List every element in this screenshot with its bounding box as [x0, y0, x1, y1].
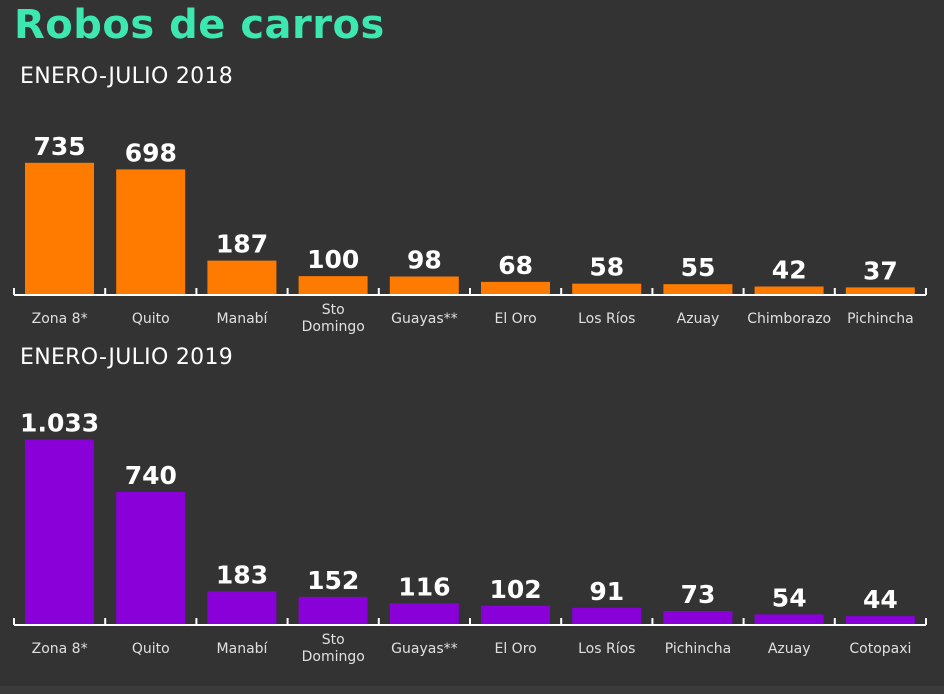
chart-2018-bar — [845, 287, 915, 294]
chart-2019-category-label: Cotopaxi — [849, 641, 911, 657]
chart-2019: 1.033 Zona 8* 740 Quito 183 Manabí 152 Sto Domin… — [0, 380, 944, 680]
chart-2018-value-label: 68 — [498, 251, 533, 280]
chart-2019-bar — [845, 616, 915, 624]
chart-2018-value-label: 55 — [681, 253, 716, 282]
chart-2019-bar — [207, 591, 277, 624]
chart-2019-value-label: 102 — [490, 575, 542, 604]
chart-2018-bar — [207, 260, 277, 294]
chart-2019-value-label: 73 — [681, 580, 716, 609]
chart-2018-bar — [389, 276, 459, 294]
page-title: Robos de carros — [14, 2, 385, 48]
chart-2018-value-label: 698 — [125, 138, 177, 167]
chart-2018-value-label: 58 — [589, 253, 624, 282]
chart-2018-value-label: 735 — [34, 132, 86, 161]
chart-2019-category-label: El Oro — [494, 641, 536, 657]
chart-2019-value-label: 183 — [216, 560, 268, 589]
chart-2018-category-label: Pichincha — [847, 311, 914, 327]
chart-2018-bar — [298, 276, 368, 294]
chart-2018-category-label: Azuay — [677, 311, 720, 327]
chart-2018-bar — [116, 169, 186, 294]
chart-2019-category-label: Pichincha — [665, 641, 732, 657]
chart-2018-category-label: Los Ríos — [578, 311, 635, 327]
chart-2018-category-label: Chimborazo — [747, 311, 831, 327]
chart-2019-value-label: 116 — [398, 572, 450, 601]
chart-2018-value-label: 187 — [216, 230, 268, 259]
chart-2019-bar — [663, 610, 733, 624]
chart-2019-value-label: 44 — [863, 585, 898, 614]
chart-2018-category-label: Quito — [132, 311, 170, 327]
chart-2019-bar — [481, 605, 550, 624]
chart-2019-value-label: 152 — [307, 566, 359, 595]
chart-2018-bar — [481, 281, 550, 294]
chart-2019-category-label: Sto Domingo — [302, 632, 365, 665]
chart-2019-bar — [754, 614, 824, 624]
chart-2019-value-label: 91 — [589, 577, 624, 606]
chart-2018-value-label: 100 — [307, 245, 359, 274]
chart-2018-value-label: 37 — [863, 256, 898, 285]
chart-2019-category-label: Zona 8* — [32, 641, 88, 657]
chart-2019-bar — [25, 439, 94, 624]
chart-2018-value-label: 42 — [772, 256, 807, 285]
chart-2018-category-label: Guayas** — [391, 311, 457, 327]
chart-2018-category-label: Sto Domingo — [302, 302, 365, 335]
chart-2019-category-label: Los Ríos — [578, 641, 635, 657]
chart-2018-title: ENERO-JULIO 2018 — [20, 64, 234, 89]
chart-2018-bar — [572, 283, 642, 294]
chart-2019-category-label: Azuay — [768, 641, 811, 657]
chart-2019-bar — [116, 491, 186, 624]
chart-2018-value-label: 98 — [407, 246, 442, 275]
chart-2019-value-label: 54 — [772, 583, 807, 612]
bottom-strip — [0, 686, 944, 694]
chart-2018-bar — [754, 286, 824, 294]
chart-2019-value-label: 1.033 — [20, 409, 99, 438]
chart-2018-bar — [663, 284, 733, 294]
chart-2018: 735 Zona 8* 698 Quito 187 Manabí 100 Sto Domingo… — [0, 100, 944, 340]
chart-2019-category-label: Guayas** — [391, 641, 457, 657]
chart-2019-bar — [298, 596, 368, 624]
chart-2019-title: ENERO-JULIO 2019 — [20, 345, 234, 370]
chart-2019-category-label: Manabí — [217, 641, 269, 657]
chart-2019-value-label: 740 — [125, 461, 177, 490]
chart-2018-bar — [25, 162, 94, 294]
chart-2019-category-label: Quito — [132, 641, 170, 657]
chart-2018-svg: 735 Zona 8* 698 Quito 187 Manabí 100 Sto Domingo… — [13, 132, 927, 335]
chart-2019-svg: 1.033 Zona 8* 740 Quito 183 Manabí 152 Sto Domin… — [13, 409, 927, 665]
chart-2019-bar — [572, 607, 642, 624]
chart-2018-category-label: Zona 8* — [32, 311, 88, 327]
chart-2018-category-label: Manabí — [217, 311, 269, 327]
chart-2018-category-label: El Oro — [494, 311, 536, 327]
chart-2019-bar — [389, 603, 459, 624]
